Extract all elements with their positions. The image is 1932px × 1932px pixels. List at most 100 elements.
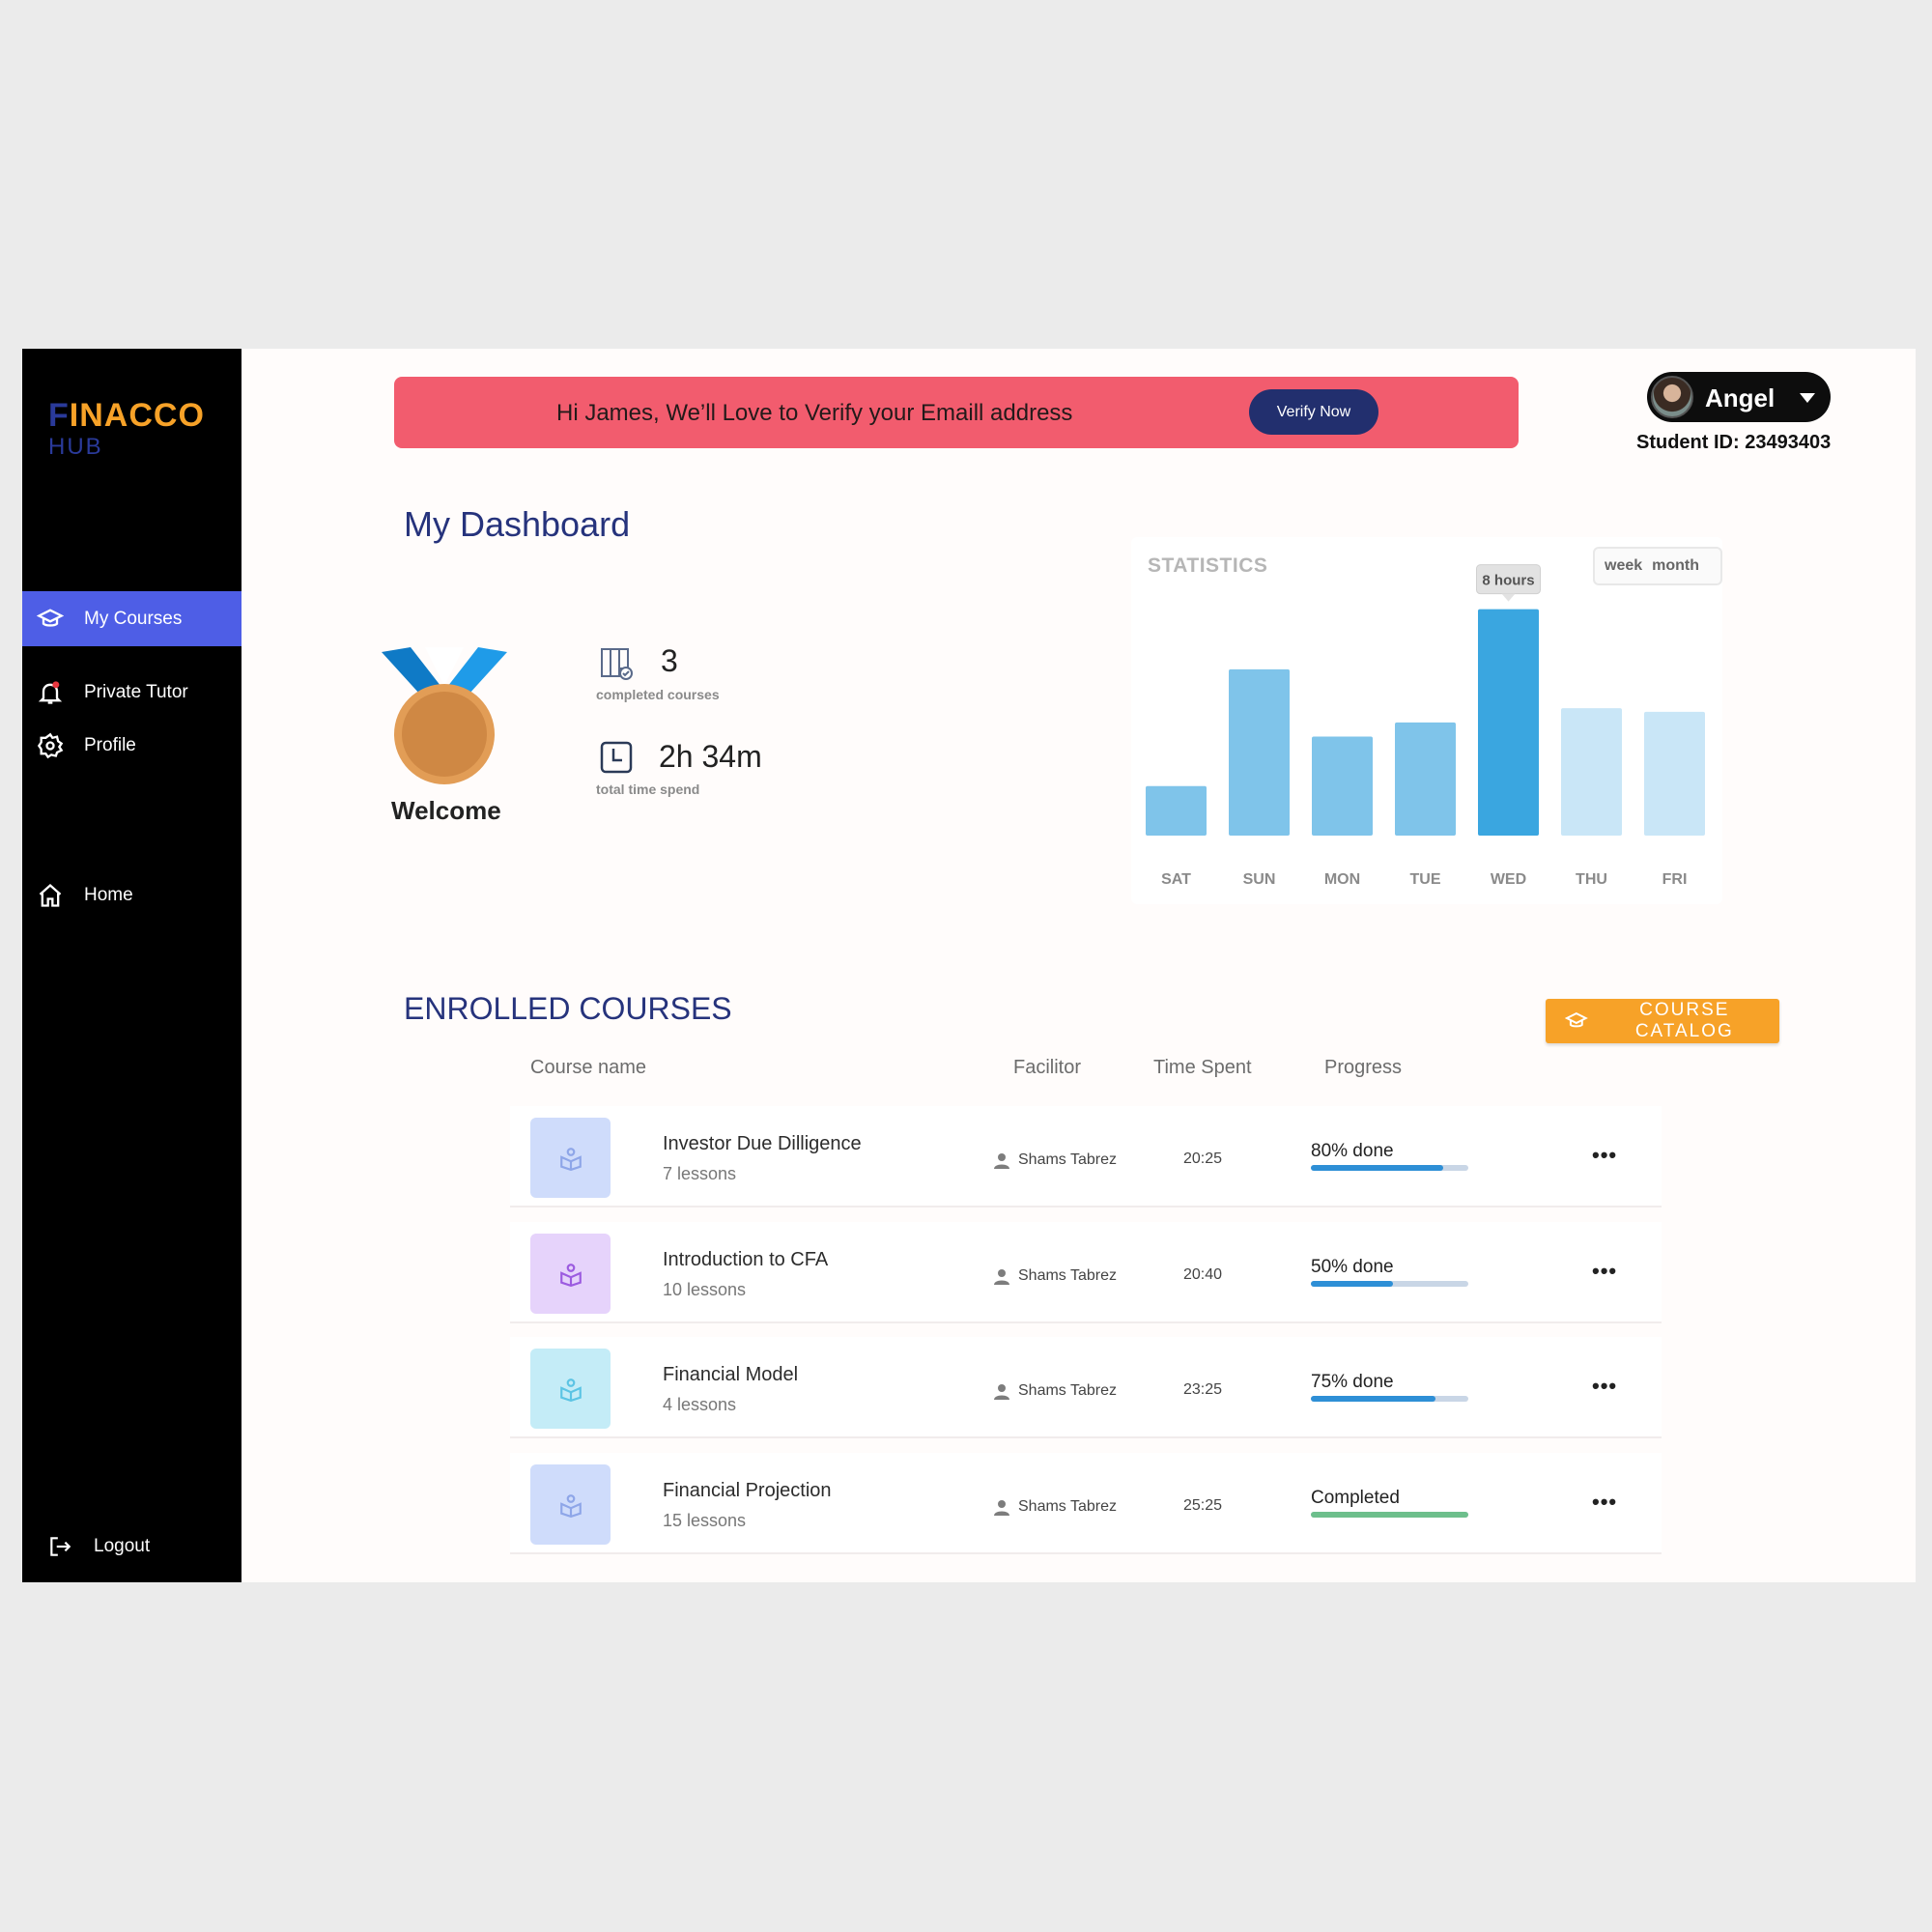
course-lessons: 15 lessons <box>663 1511 747 1530</box>
page-title: My Dashboard <box>404 504 631 544</box>
total-time-value: 2h 34m <box>659 739 762 774</box>
verify-email-banner: Hi James, We’ll Love to Verify your Emai… <box>394 377 1519 448</box>
facilitator-name: Shams Tabrez <box>1018 1267 1117 1284</box>
course-lessons: 10 lessons <box>663 1280 747 1299</box>
toggle-month[interactable]: month <box>1652 557 1700 574</box>
book-reader-icon <box>559 1263 582 1287</box>
bar-sun[interactable] <box>1229 668 1290 836</box>
person-icon <box>994 1384 1009 1400</box>
person-icon <box>994 1500 1009 1516</box>
course-time-spent: 20:40 <box>1183 1266 1223 1283</box>
course-time-spent: 20:25 <box>1183 1151 1223 1167</box>
progress-bar <box>1311 1396 1468 1402</box>
course-name[interactable]: Financial Projection <box>663 1480 832 1501</box>
bell-icon <box>34 676 67 709</box>
person-icon <box>994 1153 1009 1169</box>
course-name[interactable]: Investor Due Dilligence <box>663 1133 862 1154</box>
course-facilitator: Shams Tabrez <box>993 1151 1117 1169</box>
course-name[interactable]: Introduction to CFA <box>663 1249 829 1270</box>
bar-fri[interactable] <box>1644 711 1705 836</box>
statistics-chart: STATISTICS week month SAT SUN MON TUE WED 8 h… <box>1131 537 1722 904</box>
course-facilitator: Shams Tabrez <box>993 1382 1117 1400</box>
bar-thu[interactable] <box>1561 708 1622 836</box>
book-reader-icon <box>559 1378 582 1402</box>
chart-title: STATISTICS <box>1148 554 1268 577</box>
gear-icon <box>34 729 67 762</box>
bar-tue[interactable] <box>1395 722 1456 836</box>
person-icon <box>994 1269 1009 1285</box>
sidebar-item-label: Profile <box>84 734 136 755</box>
progress-bar <box>1311 1281 1468 1287</box>
course-thumbnail[interactable] <box>530 1118 611 1198</box>
course-catalog-button[interactable]: COURSE CATALOG <box>1546 999 1779 1043</box>
progress-text: 75% done <box>1311 1372 1394 1392</box>
graduation-cap-icon <box>1565 1012 1588 1028</box>
x-tick-label: SUN <box>1243 871 1276 888</box>
course-facilitator: Shams Tabrez <box>993 1267 1117 1285</box>
chart-plot: SAT SUN MON TUE WED 8 hours THU FRI <box>1146 564 1705 888</box>
sidebar-item-label: Private Tutor <box>84 681 188 702</box>
sidebar-item-private-tutor[interactable]: Private Tutor <box>22 665 242 720</box>
sidebar-item-profile[interactable]: Profile <box>22 718 242 773</box>
x-tick-label: FRI <box>1662 871 1688 888</box>
bar-tooltip: 8 hours <box>1476 564 1541 602</box>
bar-mon[interactable] <box>1312 736 1373 836</box>
period-toggle[interactable]: week month <box>1593 547 1722 585</box>
table-row[interactable]: Introduction to CFA 10 lessons Shams Tabre… <box>510 1222 1662 1323</box>
more-options-icon[interactable]: ••• <box>1592 1374 1618 1398</box>
medal-icon <box>382 647 507 784</box>
completed-courses-count: 3 <box>661 643 678 678</box>
brand-logo[interactable]: FINACCO HUB <box>48 397 205 460</box>
user-name: Angel <box>1705 384 1776 412</box>
table-row[interactable]: Financial Projection 15 lessons Shams Tabr… <box>510 1453 1662 1554</box>
chevron-down-icon[interactable] <box>1800 393 1815 403</box>
more-options-icon[interactable]: ••• <box>1592 1259 1618 1283</box>
table-row[interactable]: Financial Model 4 lessons Shams Tabrez 23:2… <box>510 1337 1662 1438</box>
sidebar-item-label: Home <box>84 884 133 905</box>
student-id: Student ID: 23493403 <box>1636 432 1832 453</box>
progress-fill <box>1311 1281 1393 1287</box>
avatar <box>1651 376 1693 418</box>
x-tick-label: SAT <box>1161 871 1191 888</box>
main-content: Hi James, We’ll Love to Verify your Emai… <box>242 349 1916 1582</box>
enrolled-courses-title: ENROLLED COURSES <box>404 991 732 1026</box>
logout-button[interactable]: Logout <box>22 1522 242 1571</box>
verify-now-button[interactable]: Verify Now <box>1249 389 1378 435</box>
header-time-spent: Time Spent <box>1153 1057 1252 1078</box>
home-icon <box>34 879 67 912</box>
progress-fill <box>1311 1165 1443 1171</box>
progress-fill <box>1311 1512 1468 1518</box>
sidebar: FINACCO HUB Home My Courses Private Tuto… <box>22 349 242 1582</box>
course-time-spent: 23:25 <box>1183 1381 1223 1398</box>
course-thumbnail[interactable] <box>530 1234 611 1314</box>
sidebar-item-home[interactable]: Home <box>22 867 242 923</box>
x-tick-label: TUE <box>1410 871 1441 888</box>
more-options-icon[interactable]: ••• <box>1592 1490 1618 1514</box>
table-row[interactable]: Investor Due Dilligence 7 lessons Shams Ta… <box>510 1106 1662 1208</box>
progress-bar <box>1311 1512 1468 1518</box>
course-lessons: 7 lessons <box>663 1164 737 1183</box>
progress-text: Completed <box>1311 1488 1400 1508</box>
x-tick-label: MON <box>1324 871 1360 888</box>
toggle-week[interactable]: week <box>1605 557 1643 574</box>
progress-bar <box>1311 1165 1468 1171</box>
facilitator-name: Shams Tabrez <box>1018 1382 1117 1399</box>
progress-fill <box>1311 1396 1435 1402</box>
clock-icon <box>600 741 633 774</box>
logout-icon <box>43 1530 76 1563</box>
course-thumbnail[interactable] <box>530 1349 611 1429</box>
graduation-cap-icon <box>34 603 67 636</box>
course-name[interactable]: Financial Model <box>663 1364 799 1385</box>
header-course-name: Course name <box>530 1057 647 1078</box>
facilitator-name: Shams Tabrez <box>1018 1498 1117 1515</box>
bar-sat[interactable] <box>1146 785 1207 836</box>
sidebar-item-my-courses[interactable]: My Courses <box>22 591 242 646</box>
user-menu[interactable]: Angel <box>1647 372 1831 422</box>
more-options-icon[interactable]: ••• <box>1592 1143 1618 1167</box>
x-tick-label: WED <box>1491 871 1526 888</box>
course-lessons: 4 lessons <box>663 1395 737 1414</box>
bar-wed[interactable] <box>1478 609 1539 836</box>
course-thumbnail[interactable] <box>530 1464 611 1545</box>
course-time-spent: 25:25 <box>1183 1497 1223 1514</box>
banner-message: Hi James, We’ll Love to Verify your Emai… <box>556 400 1073 426</box>
